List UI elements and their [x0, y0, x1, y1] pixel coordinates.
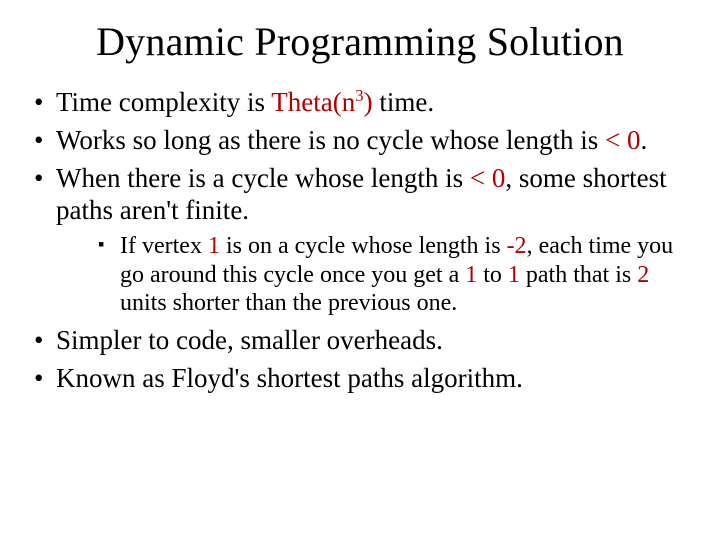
text: If vertex	[120, 233, 208, 259]
bullet-item: When there is a cycle whose length is < …	[28, 163, 692, 318]
text: Known as Floyd's shortest paths algorith…	[56, 363, 523, 393]
text: When there is a cycle whose length is	[56, 163, 470, 193]
bullet-item: Works so long as there is no cycle whose…	[28, 125, 692, 157]
bullet-list: Time complexity is Theta(n3) time. Works…	[28, 87, 692, 395]
text: Time complexity is	[56, 87, 271, 117]
text: is on a cycle whose length is	[220, 233, 507, 259]
text: Simpler to code, smaller overheads.	[56, 325, 443, 355]
highlight: Theta(n3)	[271, 87, 372, 117]
bullet-item: Time complexity is Theta(n3) time.	[28, 87, 692, 119]
highlight: 1	[208, 233, 220, 259]
bullet-item: Known as Floyd's shortest paths algorith…	[28, 363, 692, 395]
hl-post: )	[364, 87, 373, 117]
text: units shorter than the previous one.	[120, 290, 457, 316]
sub-bullet-list: If vertex 1 is on a cycle whose length i…	[56, 232, 692, 317]
sub-bullet-item: If vertex 1 is on a cycle whose length i…	[56, 232, 692, 317]
text: Works so long as there is no cycle whose…	[56, 125, 605, 155]
highlight: 1	[508, 262, 520, 288]
highlight: 2	[637, 262, 649, 288]
text: to	[477, 262, 508, 288]
slide-title: Dynamic Programming Solution	[28, 18, 692, 65]
highlight: -2	[507, 233, 527, 259]
bullet-item: Simpler to code, smaller overheads.	[28, 325, 692, 357]
hl-pre: Theta(n	[271, 87, 355, 117]
highlight: < 0	[605, 125, 640, 155]
highlight: < 0	[470, 163, 505, 193]
text: path that is	[520, 262, 637, 288]
text: .	[640, 125, 647, 155]
hl-sup: 3	[355, 86, 363, 105]
highlight: 1	[465, 262, 477, 288]
text: time.	[373, 87, 435, 117]
